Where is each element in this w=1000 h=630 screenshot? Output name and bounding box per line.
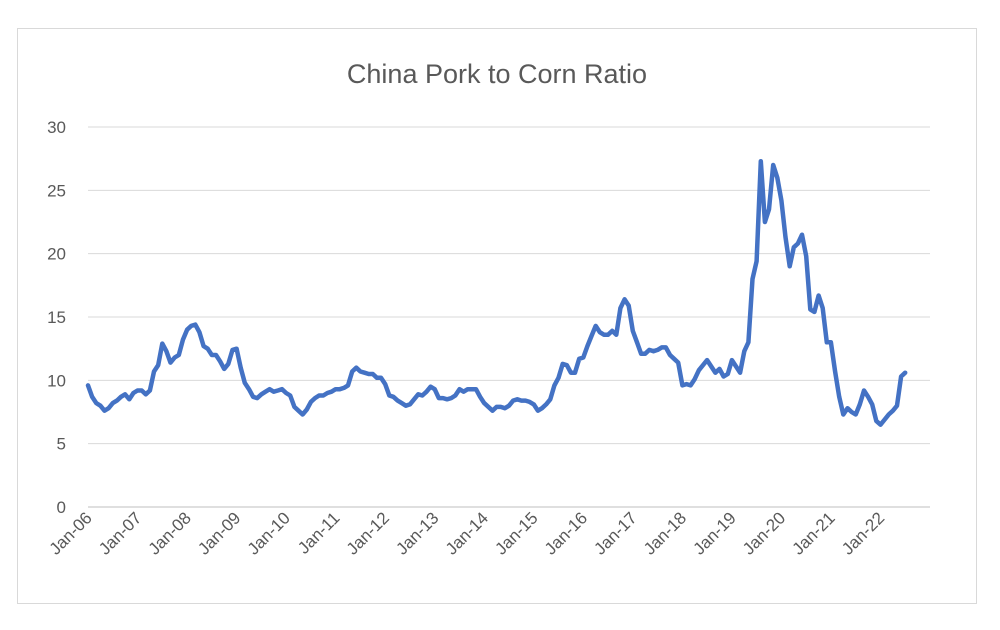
chart-frame [17, 28, 977, 604]
x-tick-label: Jan-18 [640, 508, 690, 558]
x-tick-label: Jan-15 [491, 508, 541, 558]
x-tick-label: Jan-12 [343, 508, 393, 558]
x-tick-label: Jan-11 [294, 508, 343, 557]
x-tick-label: Jan-17 [590, 508, 640, 558]
x-tick-label: Jan-20 [739, 508, 789, 558]
x-tick-label: Jan-09 [194, 508, 244, 558]
y-tick-label: 20 [47, 245, 66, 264]
x-tick-label: Jan-21 [789, 508, 839, 558]
x-tick-label: Jan-13 [392, 508, 442, 558]
series-group [85, 158, 908, 427]
x-tick-label: Jan-19 [690, 508, 740, 558]
y-tick-label: 25 [47, 181, 66, 200]
x-axis-ticks: Jan-06 Jan-07 Jan-08 Jan-09 Jan-10 Jan-11 Jan-… [46, 508, 889, 558]
x-tick-label: Jan-14 [442, 508, 492, 558]
y-tick-label: 30 [47, 118, 66, 137]
y-axis-ticks: 0 5 10 15 20 25 30 [47, 118, 66, 517]
y-tick-label: 0 [57, 498, 66, 517]
x-tick-label: Jan-07 [95, 508, 145, 558]
x-tick-label: Jan-08 [145, 508, 195, 558]
gridlines [88, 126, 930, 508]
y-tick-label: 15 [47, 308, 66, 327]
series-line [85, 158, 908, 427]
x-tick-label: Jan-06 [46, 508, 96, 558]
y-tick-label: 10 [47, 371, 66, 390]
x-tick-label: Jan-16 [541, 508, 591, 558]
x-tick-label: Jan-22 [838, 508, 888, 558]
x-tick-label: Jan-10 [244, 508, 294, 558]
chart-title: China Pork to Corn Ratio [347, 59, 647, 89]
y-tick-label: 5 [57, 435, 66, 454]
